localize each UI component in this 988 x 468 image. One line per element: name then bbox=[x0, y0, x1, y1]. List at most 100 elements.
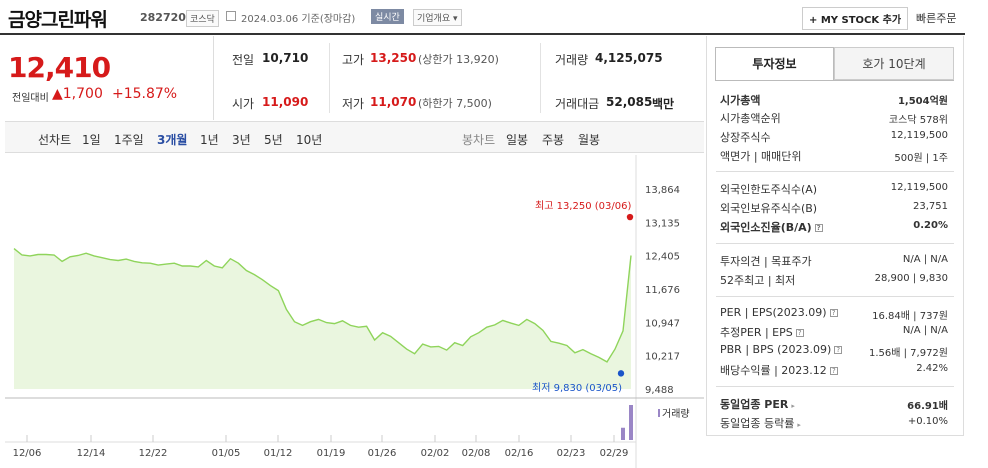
my-stock-add-button[interactable]: + MY STOCK 추가 bbox=[802, 7, 909, 30]
volume-label: 거래량 bbox=[555, 53, 589, 67]
section-divider bbox=[716, 386, 954, 387]
par-label: 액면가 | 매매단위 bbox=[720, 150, 802, 163]
foreign-limit-value: 12,119,500 bbox=[890, 182, 948, 193]
week52-label: 52주최고 | 최저 bbox=[720, 274, 796, 287]
x-tick-label: 12/22 bbox=[139, 448, 168, 459]
dividend-row: 배당수익률 | 2023.12? bbox=[720, 362, 838, 378]
tab-weekly[interactable]: 주봉 bbox=[542, 133, 565, 147]
y-tick-label: 13,135 bbox=[645, 218, 680, 229]
stock-code: 282720 bbox=[140, 11, 186, 24]
per-eps-value: 16.84배 | 737원 bbox=[872, 311, 948, 322]
change-amount: ▲1,700 bbox=[52, 86, 103, 102]
par-value: 500원 | 1주 bbox=[894, 153, 948, 164]
volume-legend: 거래량 bbox=[658, 405, 690, 420]
low-point-marker bbox=[617, 370, 625, 377]
amount-value: 52,085 bbox=[606, 95, 653, 109]
amount-unit: 백만 bbox=[652, 97, 675, 111]
sector-per-value: 66.91배 bbox=[907, 401, 948, 412]
market-tag: 코스닥 bbox=[186, 10, 219, 27]
x-tick-label: 12/14 bbox=[77, 448, 106, 459]
tab-order-book[interactable]: 호가 10단계 bbox=[834, 47, 954, 80]
date-text: 2024.03.06 기준(장마감) bbox=[241, 14, 356, 25]
tab-3y[interactable]: 3년 bbox=[232, 133, 251, 147]
tab-1w[interactable]: 1주일 bbox=[114, 133, 144, 147]
invest-info-panel bbox=[706, 36, 964, 436]
tab-3m[interactable]: 3개월 bbox=[157, 133, 188, 147]
x-tick-label: 01/05 bbox=[212, 448, 241, 459]
sector-change-row: 동일업종 등락률 ▸ bbox=[720, 415, 801, 431]
period-tab-bar bbox=[5, 121, 704, 153]
help-icon[interactable]: ? bbox=[829, 309, 838, 317]
tab-1y[interactable]: 1년 bbox=[200, 133, 219, 147]
change-pct: +15.87% bbox=[112, 86, 178, 102]
x-tick-label: 02/16 bbox=[505, 448, 534, 459]
open-label: 시가 bbox=[232, 97, 255, 111]
high-value: 13,250 bbox=[370, 51, 417, 65]
foreign-hold-value: 23,751 bbox=[913, 201, 948, 212]
est-per-row: 추정PER | EPS? bbox=[720, 324, 804, 340]
lower-limit: (하한가 7,500) bbox=[418, 97, 492, 110]
volume-legend-label: 거래량 bbox=[662, 409, 690, 420]
help-icon[interactable]: ? bbox=[814, 224, 823, 232]
sector-change-label: 동일업종 등락률 bbox=[720, 417, 795, 430]
volume-bar bbox=[620, 427, 625, 440]
market-cap-rank-value: 코스닥 578위 bbox=[888, 115, 948, 126]
divider bbox=[540, 43, 541, 113]
y-tick-label: 10,947 bbox=[645, 318, 680, 329]
quick-order-link[interactable]: 빠른주문 bbox=[916, 12, 957, 25]
tab-5y[interactable]: 5년 bbox=[264, 133, 283, 147]
prev-close-value: 10,710 bbox=[262, 51, 309, 65]
prev-close-label: 전일 bbox=[232, 53, 255, 67]
x-tick-label: 01/12 bbox=[264, 448, 293, 459]
est-per-value: N/A | N/A bbox=[902, 325, 948, 336]
help-icon[interactable]: ? bbox=[829, 367, 838, 375]
opinion-value: N/A | N/A bbox=[902, 254, 948, 265]
help-icon[interactable]: ? bbox=[834, 346, 843, 354]
price-area bbox=[14, 248, 631, 389]
amount-label: 거래대금 bbox=[555, 97, 600, 111]
foreign-limit-label: 외국인한도주식수(A) bbox=[720, 183, 818, 196]
candle-chart-label: 봉차트 bbox=[462, 133, 496, 147]
foreign-ratio-value: 0.20% bbox=[913, 220, 948, 231]
y-tick-label: 9,488 bbox=[645, 385, 674, 396]
section-divider bbox=[716, 296, 954, 297]
divider bbox=[329, 43, 330, 113]
help-icon[interactable]: ? bbox=[795, 329, 804, 337]
low-annotation: 최저 9,830 (03/05) bbox=[532, 383, 623, 394]
arrow-right-icon: ▸ bbox=[791, 402, 795, 410]
x-tick-label: 12/06 bbox=[13, 448, 42, 459]
y-tick-label: 11,676 bbox=[645, 285, 680, 296]
volume-bar bbox=[629, 405, 633, 440]
price-chart[interactable]: 13,864 13,135 12,405 11,676 10,947 10,217 9,48… bbox=[0, 155, 704, 468]
foreign-ratio-row: 외국인소진율(B/A)? bbox=[720, 219, 823, 235]
header-divider bbox=[0, 33, 965, 35]
tab-monthly[interactable]: 월봉 bbox=[578, 133, 601, 147]
tab-1d[interactable]: 1일 bbox=[82, 133, 101, 147]
y-tick-label: 10,217 bbox=[645, 352, 680, 363]
est-per-label: 추정PER | EPS bbox=[720, 326, 793, 339]
pbr-bps-label: PBR | BPS (2023.09) bbox=[720, 343, 832, 356]
listed-shares-label: 상장주식수 bbox=[720, 131, 771, 144]
tab-10y[interactable]: 10년 bbox=[296, 133, 323, 147]
calendar-icon bbox=[226, 11, 236, 21]
tab-daily[interactable]: 일봉 bbox=[506, 133, 529, 147]
tab-invest-info[interactable]: 투자정보 bbox=[715, 47, 834, 80]
pbr-bps-row: PBR | BPS (2023.09)? bbox=[720, 343, 843, 356]
foreign-hold-label: 외국인보유주식수(B) bbox=[720, 202, 818, 215]
line-chart-label: 선차트 bbox=[38, 133, 72, 147]
price-line bbox=[13, 248, 632, 363]
arrow-right-icon: ▸ bbox=[797, 421, 801, 429]
week52-value: 28,900 | 9,830 bbox=[874, 273, 948, 284]
sector-per-row: 동일업종 PER ▸ bbox=[720, 396, 795, 412]
high-label: 고가 bbox=[342, 53, 365, 67]
company-overview-button[interactable]: 기업개요 ▾ bbox=[413, 9, 462, 26]
upper-limit: (상한가 13,920) bbox=[418, 53, 499, 66]
sector-per-label: 동일업종 PER bbox=[720, 398, 789, 411]
volume-legend-swatch bbox=[658, 409, 660, 417]
section-divider bbox=[716, 171, 954, 172]
per-eps-label: PER | EPS(2023.09) bbox=[720, 306, 827, 319]
realtime-tag[interactable]: 실시간 bbox=[371, 9, 404, 24]
price-box bbox=[5, 36, 214, 120]
market-cap-label: 시가총액 bbox=[720, 94, 761, 107]
listed-shares-value: 12,119,500 bbox=[890, 130, 948, 141]
